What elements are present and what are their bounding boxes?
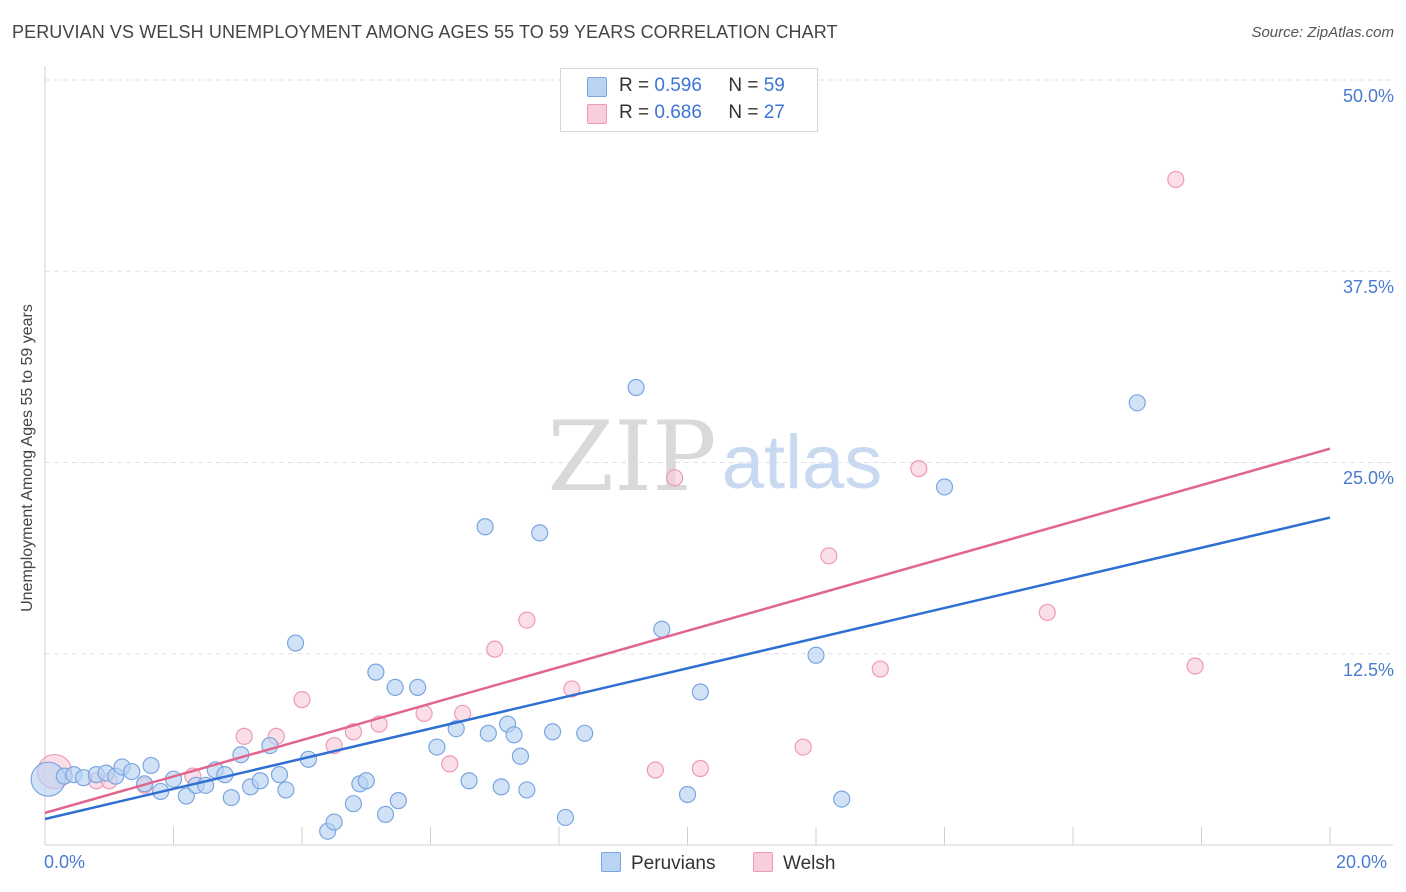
watermark: ZIP atlas	[547, 401, 882, 513]
legend-n-value: 27	[763, 102, 785, 123]
peruvian-point	[270, 766, 289, 784]
welsh-point	[563, 680, 581, 698]
welsh-point	[820, 547, 838, 565]
legend-n-label: N =	[728, 75, 759, 96]
legend-swatch-welsh	[587, 104, 607, 124]
trend-lines	[44, 447, 1331, 821]
peruvian-point	[678, 785, 697, 804]
y-tick-label: 37.5%	[1342, 277, 1394, 297]
bottom-legend-swatch-peruvians	[601, 852, 621, 872]
peruvian-point	[691, 683, 709, 701]
peruvian-point	[251, 772, 269, 790]
welsh-point	[1038, 603, 1056, 622]
peruvian-point	[543, 723, 562, 741]
peruvian-point	[344, 795, 362, 813]
peruvian-point	[367, 663, 385, 681]
peruvian-point	[325, 813, 343, 831]
peruvian-point	[511, 747, 530, 765]
x-tick-label-max: 20.0%	[1336, 852, 1388, 872]
peruvian-point	[833, 790, 851, 808]
watermark-atlas: atlas	[722, 420, 883, 505]
peruvian-point	[807, 646, 825, 664]
peruvian-point	[428, 738, 446, 756]
legend-n-value: 59	[763, 75, 785, 96]
legend-n-label: N =	[728, 102, 759, 123]
welsh-point	[666, 469, 684, 487]
peruvian-point	[476, 518, 494, 536]
legend: R = 0.596 N = 59 R = 0.686 N = 27	[560, 68, 818, 132]
legend-r-label: R =	[619, 75, 650, 96]
welsh-point	[486, 640, 504, 658]
welsh-point	[235, 727, 253, 745]
x-tick-label-min: 0.0%	[44, 852, 86, 872]
legend-r-label: R =	[619, 102, 650, 123]
legend-r-value: 0.686	[654, 102, 702, 123]
peruvian-point	[409, 678, 427, 697]
peruvian-point	[277, 781, 295, 799]
peruvian-point	[627, 378, 645, 397]
welsh-point	[518, 611, 536, 629]
peruvian-point	[376, 805, 395, 824]
peruvian-point	[389, 792, 407, 810]
source-label: Source: ZipAtlas.com	[1251, 24, 1394, 41]
welsh-point	[441, 755, 459, 773]
peruvian-point	[286, 634, 305, 652]
peruvian-point	[123, 762, 141, 781]
peruvian-point	[935, 478, 954, 496]
welsh-point	[871, 660, 889, 678]
peruvian-point	[518, 781, 536, 799]
peruvian-point	[386, 678, 404, 697]
welsh-point	[910, 460, 928, 478]
legend-r-value: 0.596	[654, 75, 702, 96]
peruvian-point	[492, 778, 510, 796]
peruvian-point	[1128, 394, 1146, 412]
welsh-point	[1186, 657, 1204, 675]
bottom-legend-welsh: Welsh	[753, 852, 835, 875]
chart-title: PERUVIAN VS WELSH UNEMPLOYMENT AMONG AGE…	[12, 22, 838, 42]
peruvian-point	[460, 772, 478, 790]
peruvian-point	[357, 772, 375, 790]
peruvian-point	[177, 787, 195, 805]
bottom-legend-label-welsh: Welsh	[783, 853, 836, 874]
watermark-zip: ZIP	[547, 401, 716, 513]
gridlines	[45, 79, 1393, 655]
peruvian-point	[142, 756, 160, 775]
welsh-point	[794, 738, 812, 756]
bottom-legend-label-peruvians: Peruvians	[631, 853, 716, 874]
welsh-point	[691, 759, 709, 778]
welsh-point	[646, 761, 664, 779]
peruvian-point	[576, 724, 594, 742]
peruvian-point	[556, 808, 575, 827]
legend-swatch-peruvians	[587, 77, 607, 97]
y-tick-label: 50.0%	[1342, 86, 1394, 106]
peruvian-point	[653, 620, 671, 638]
y-tick-label: 25.0%	[1342, 468, 1394, 488]
y-tick-label: 12.5%	[1342, 660, 1394, 680]
peruvian-point	[222, 788, 240, 807]
peruvian-point	[531, 524, 549, 542]
axes	[44, 66, 1393, 846]
welsh-point	[1167, 170, 1185, 189]
peruvian-point	[479, 724, 497, 742]
welsh-trend-line	[44, 447, 1331, 815]
peruvian-trend-line	[44, 516, 1331, 821]
bottom-legend-swatch-welsh	[753, 852, 773, 872]
bottom-legend-peruvians: Peruvians	[601, 852, 716, 875]
peruvian-point	[505, 726, 523, 744]
welsh-point	[293, 691, 311, 709]
